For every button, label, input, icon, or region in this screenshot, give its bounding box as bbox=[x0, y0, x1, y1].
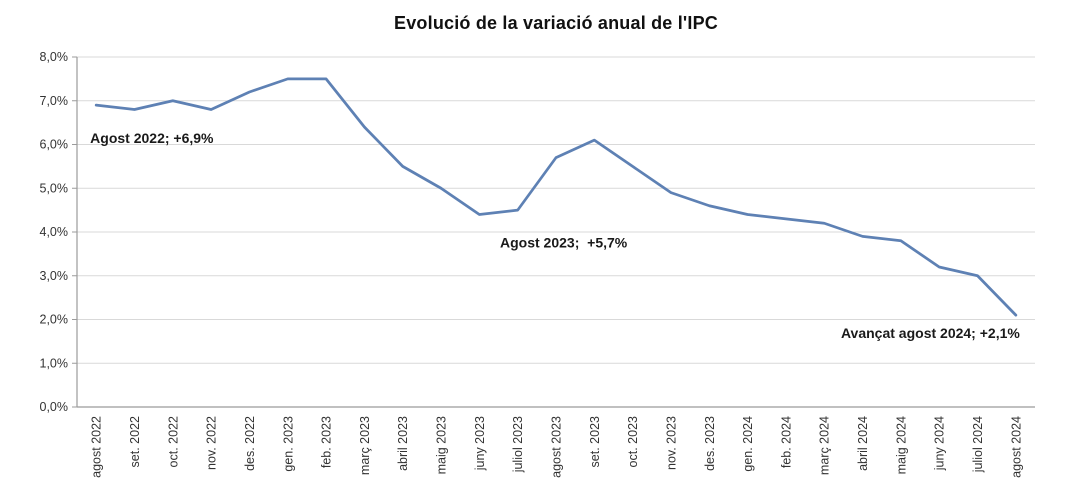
x-axis-label: maig 2023 bbox=[435, 416, 449, 474]
ipc-data-line bbox=[94, 77, 1018, 317]
y-axis-label: 3,0% bbox=[40, 269, 69, 283]
x-axis-label: gen. 2024 bbox=[741, 416, 755, 472]
x-axis-label: feb. 2023 bbox=[320, 416, 334, 468]
x-axis-label: juliol 2023 bbox=[511, 416, 525, 473]
y-axis-label: 4,0% bbox=[40, 225, 69, 239]
x-axis-label: maig 2024 bbox=[894, 416, 908, 474]
x-axis-label: juliol 2024 bbox=[971, 416, 985, 473]
x-axis-label: gen. 2023 bbox=[281, 416, 295, 472]
y-axis-label: 0,0% bbox=[40, 400, 69, 414]
x-axis-label: juny 2024 bbox=[933, 416, 947, 471]
chart-title: Evolució de la variació anual de l'IPC bbox=[394, 13, 718, 33]
y-axis-label: 5,0% bbox=[40, 181, 69, 195]
y-axis-label: 8,0% bbox=[40, 50, 69, 64]
x-axis-label: març 2024 bbox=[818, 416, 832, 475]
annotation-label: Agost 2023; +5,7% bbox=[500, 235, 628, 251]
x-axis-label: nov. 2023 bbox=[664, 416, 678, 470]
x-axis-label: agost 2024 bbox=[1009, 416, 1023, 478]
x-axis-label: nov. 2022 bbox=[205, 416, 219, 470]
x-axis-label: agost 2022 bbox=[90, 416, 104, 478]
x-axis-label: oct. 2022 bbox=[166, 416, 180, 467]
y-axis-label: 2,0% bbox=[40, 313, 69, 327]
annotation-label: Agost 2022; +6,9% bbox=[90, 130, 214, 146]
annotation-label: Avançat agost 2024; +2,1% bbox=[841, 325, 1020, 341]
x-axis-label: set. 2022 bbox=[128, 416, 142, 467]
x-axis-label: feb. 2024 bbox=[779, 416, 793, 468]
x-axis-label: des. 2022 bbox=[243, 416, 257, 471]
y-axis-label: 6,0% bbox=[40, 138, 69, 152]
x-axis-label: des. 2023 bbox=[703, 416, 717, 471]
x-axis-label: abril 2023 bbox=[396, 416, 410, 471]
x-axis-label: abril 2024 bbox=[856, 416, 870, 471]
y-axis-label: 1,0% bbox=[40, 356, 69, 370]
x-axis-label: agost 2023 bbox=[550, 416, 564, 478]
x-axis-label: oct. 2023 bbox=[626, 416, 640, 467]
x-axis-label: set. 2023 bbox=[588, 416, 602, 467]
y-axis-label: 7,0% bbox=[40, 94, 69, 108]
x-axis-label: març 2023 bbox=[358, 416, 372, 475]
x-axis-label: juny 2023 bbox=[473, 416, 487, 471]
